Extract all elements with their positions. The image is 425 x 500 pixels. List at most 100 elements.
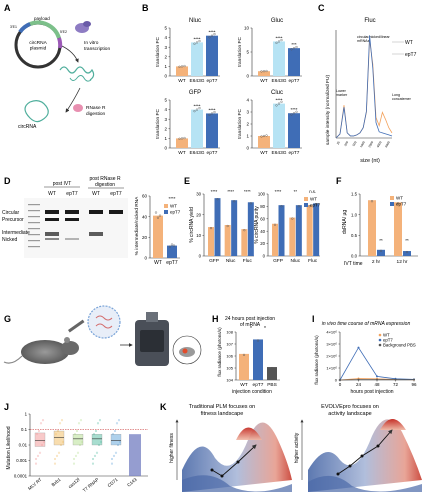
box [72, 434, 84, 446]
data-point [260, 70, 263, 73]
data-point [58, 451, 61, 454]
arrow-icon [61, 45, 79, 63]
panel-letter: C [318, 3, 325, 13]
panel-letter: F [336, 176, 342, 186]
data-point [113, 430, 116, 433]
data-point [42, 419, 45, 422]
y-tick-label: 4×10⁶ [326, 330, 337, 335]
data-point [115, 422, 118, 425]
y-tick-label: 0.0001 [14, 474, 28, 479]
data-point [280, 205, 283, 208]
y-tick-label: 107 [226, 342, 233, 347]
panel-k: K Traditional PLM focuses on fitness land… [160, 402, 422, 492]
plasmid-exon-arc [18, 22, 31, 34]
x-tick-label: epT7 [289, 150, 300, 156]
x-axis-label: hours post injection [350, 389, 393, 395]
data-point [117, 419, 120, 422]
band-label-intermediate: Intermediate [2, 230, 30, 236]
bar [153, 215, 163, 258]
y-axis-label: % intermediate/nicked RNA [134, 196, 140, 255]
x-tick-label: 48 [374, 382, 380, 387]
data-point [405, 250, 409, 254]
data-point [243, 229, 246, 232]
y-axis-label: dsRNA/ µg [342, 210, 348, 234]
significance-label: **** [275, 189, 282, 194]
data-point [226, 224, 229, 228]
data-point [208, 113, 211, 116]
data-point [76, 451, 79, 454]
x-tick-label: MLV RT [27, 477, 43, 491]
y-axis-label: translation FC [237, 37, 243, 67]
legend-wt: WT [405, 40, 413, 46]
bar [129, 434, 141, 476]
y-tick-label: 0 [263, 254, 266, 259]
plasmid-label: circRNA plasmid [29, 40, 47, 52]
legend-swatch [304, 197, 308, 201]
y-tick-label: 5 [246, 50, 249, 55]
landscape-title-left: Traditional PLM focuses on fitness landsc… [189, 404, 255, 417]
box [110, 434, 122, 446]
y-tick-label: 0 [335, 378, 338, 383]
data-point [210, 112, 214, 115]
data-point [56, 454, 59, 457]
bar [258, 71, 270, 76]
polymerase-icon [75, 21, 91, 33]
legend-swatch [304, 203, 308, 207]
significance-label: ** [294, 189, 298, 194]
panel-e: E % circRNA yield % circRNA purity 0 10 20… [184, 176, 321, 264]
data-point [376, 378, 378, 381]
bar-WT [289, 217, 296, 256]
data-point [394, 378, 397, 381]
bar-WT [241, 229, 248, 256]
y-tick-label: 2 [164, 126, 167, 131]
data-point [280, 38, 283, 42]
bar [288, 48, 300, 76]
legend-label: WT [383, 333, 390, 338]
data-point [370, 200, 374, 203]
data-point [292, 112, 296, 115]
y-tick-label: 0 [164, 74, 167, 79]
data-point [413, 378, 415, 381]
data-point [275, 104, 278, 107]
y-tick-label: 1 [164, 136, 167, 141]
x-tick-label: E643G [272, 78, 287, 84]
y-axis-label: translation FC [237, 109, 243, 139]
data-point [154, 211, 158, 214]
data-point [198, 106, 201, 110]
y-axis-label: translation FC [155, 37, 161, 67]
arc-label-e1: 3'E1 [10, 25, 17, 29]
data-point [93, 454, 96, 457]
x-tick-label: 96 [411, 382, 417, 387]
x-tick-label: Bxb1 [51, 477, 62, 488]
annotation-peak: circular/nicked/linear mRNAs [357, 35, 391, 43]
band-label-nicked: Nicked [2, 237, 18, 243]
plasmid-payload-arc [29, 20, 61, 39]
data-point [91, 457, 94, 460]
data-point [94, 430, 97, 433]
bar [267, 367, 277, 380]
data-point [110, 457, 113, 460]
y-tick-label: 1 [164, 64, 167, 69]
y-tick-label: 5 [164, 26, 167, 31]
bar [176, 66, 188, 76]
legend-marker [378, 338, 382, 342]
x-tick-label: Fluc [243, 258, 253, 264]
x-tick-label: epT7 [253, 382, 264, 388]
bar [167, 245, 177, 258]
axis-label-fitness: higher fitness [169, 433, 175, 463]
data-point [209, 226, 213, 230]
y-tick-label: 0.0 [351, 254, 358, 259]
step-ivt-label: In vitro transcription [84, 40, 110, 52]
data-point [193, 42, 196, 45]
x-tick-label: CD71 [107, 477, 119, 489]
panel-j: J Mutation Likelihood 0.0001 0.001 0.01 0.1… [4, 402, 148, 493]
x-tick-label: Nluc [291, 258, 301, 264]
legend-label: Background PBS [383, 343, 416, 348]
significance-label: *** [291, 42, 297, 47]
data-point [208, 36, 211, 39]
bar-WT [306, 205, 313, 256]
y-tick-label: 2×10⁶ [326, 354, 337, 359]
data-point [170, 243, 174, 246]
data-point [35, 462, 38, 465]
